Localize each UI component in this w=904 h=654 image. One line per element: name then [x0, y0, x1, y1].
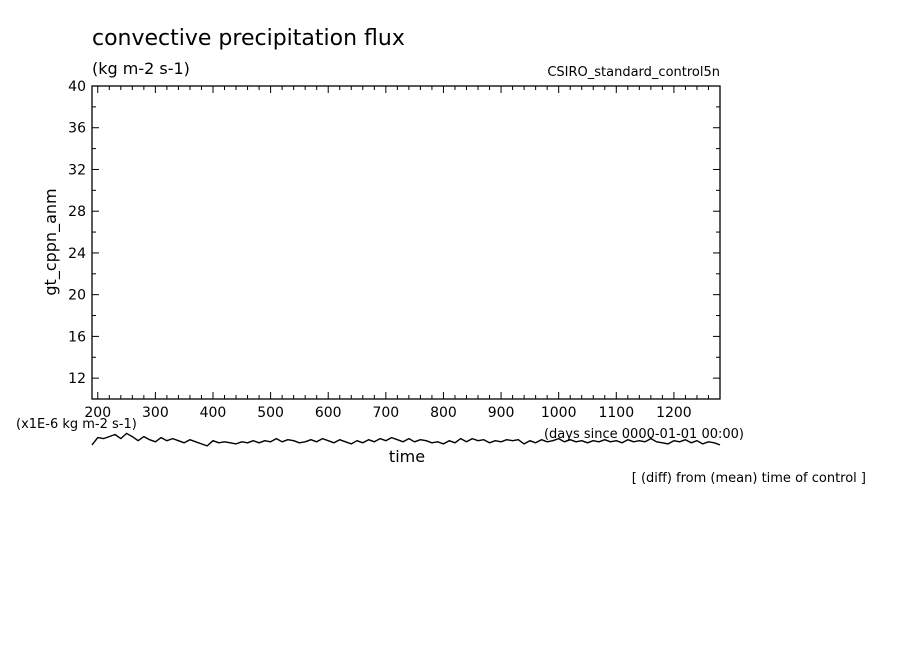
chart-units: (kg m-2 s-1) — [92, 59, 190, 78]
chart-title: convective precipitation flux — [92, 26, 405, 51]
x-axis-label: time — [389, 447, 425, 466]
x-tick-label: 500 — [257, 405, 284, 421]
x-tick-label: 200 — [84, 405, 111, 421]
annotation: [ (diff) from (mean) time of control ] — [632, 471, 866, 486]
x-tick-label: 400 — [200, 405, 227, 421]
x-tick-label: 1100 — [598, 405, 634, 421]
x-tick-label: 700 — [372, 405, 399, 421]
y-tick-label: 16 — [68, 329, 86, 345]
series-group — [91, 432, 721, 447]
x-tick-label: 300 — [142, 405, 169, 421]
y-tick-label: 28 — [68, 204, 86, 220]
y-tick-label: 24 — [68, 246, 86, 262]
dataset-label: CSIRO_standard_control5n — [547, 65, 720, 80]
x-tick-label: 900 — [488, 405, 515, 421]
x-tick-label: 1200 — [656, 405, 692, 421]
y-axis-label: gt_cppn_anm — [41, 188, 61, 295]
x-axis-ticks: 200 300 400 500 600 700 800 900 1000 1100 1200 — [84, 86, 721, 421]
x-tick-label: 1000 — [541, 405, 577, 421]
y-axis-ticks: 12 16 20 24 28 32 36 40 — [68, 79, 720, 400]
y-tick-label: 36 — [68, 121, 86, 137]
y-tick-label: 20 — [68, 288, 86, 304]
y-tick-label: 12 — [68, 371, 86, 387]
x-tick-label: 600 — [315, 405, 342, 421]
plot-frame — [91, 85, 721, 400]
y-tick-label: 32 — [68, 162, 86, 178]
series-line — [91, 432, 721, 447]
x-axis-units: (days since 0000-01-01 00:00) — [544, 427, 744, 442]
x-tick-label: 800 — [430, 405, 457, 421]
y-tick-label: 40 — [68, 79, 86, 95]
y-axis-units: (x1E-6 kg m-2 s-1) — [16, 417, 137, 432]
